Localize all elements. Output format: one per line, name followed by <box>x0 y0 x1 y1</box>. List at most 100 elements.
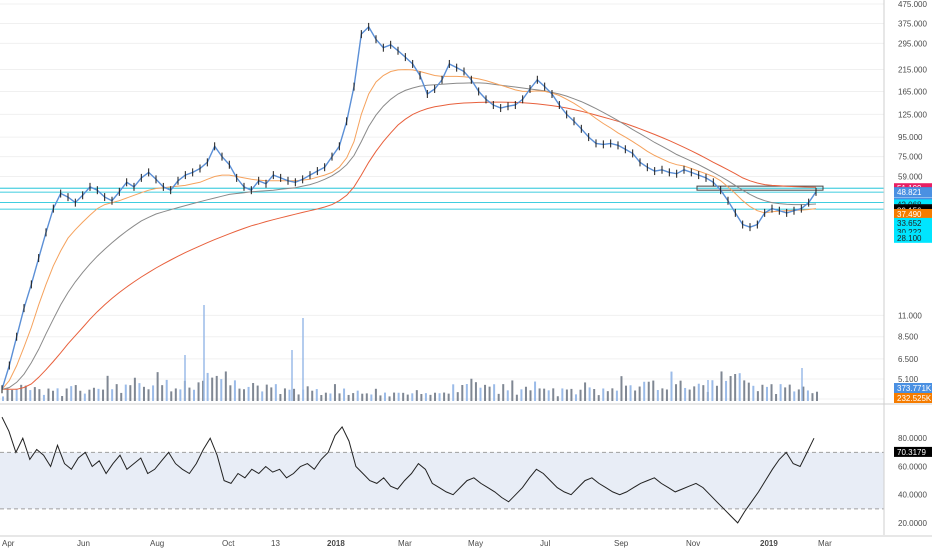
price-tick-label: 75.000 <box>898 153 923 162</box>
volume-bar <box>684 387 687 401</box>
volume-bar <box>597 395 600 401</box>
volume-bar <box>711 380 714 401</box>
volume-bar <box>806 390 809 401</box>
volume-bar <box>747 382 750 401</box>
volume-bar <box>156 372 159 401</box>
price-tick-label: 375.000 <box>898 20 927 29</box>
volume-bar <box>179 389 182 401</box>
volume-bar <box>356 390 359 401</box>
volume-bar <box>142 386 145 401</box>
volume-bar <box>379 395 382 401</box>
time-tick-label: 2019 <box>760 539 778 548</box>
volume-bar <box>129 385 132 401</box>
volume-bar <box>474 382 477 401</box>
volume-bar <box>24 385 27 401</box>
volume-bar <box>656 390 659 401</box>
volume-bar <box>20 384 23 401</box>
volume-bar <box>547 390 550 401</box>
volume-bar <box>638 386 641 401</box>
price-line <box>1 25 817 390</box>
time-tick-label: Jul <box>540 539 550 548</box>
volume-label-box <box>894 383 932 393</box>
volume-bar <box>229 385 232 401</box>
volume-bar <box>165 379 168 401</box>
price-tick-label: 295.000 <box>898 39 927 48</box>
volume-bar <box>729 376 732 401</box>
volume-bar <box>74 385 77 401</box>
volume-bar <box>333 384 336 401</box>
price-label: 30.222 <box>897 228 922 237</box>
volume-bar <box>620 376 623 401</box>
volume-bar <box>584 382 587 401</box>
time-tick-label: Sep <box>614 539 629 548</box>
volume-label: 373.771K <box>897 384 932 393</box>
volume-bar <box>11 389 14 401</box>
volume-bar <box>802 386 805 401</box>
volume-bar <box>402 392 405 401</box>
price-tick-label: 59.000 <box>898 172 923 181</box>
volume-bar <box>161 385 164 401</box>
volume-bar <box>306 386 309 401</box>
volume-bar <box>293 388 296 401</box>
volume-bar <box>211 377 214 401</box>
volume-bar <box>779 384 782 401</box>
volume-bar <box>670 371 673 401</box>
volume-bar <box>2 396 4 401</box>
rsi-current-box <box>894 446 932 457</box>
time-tick-label: 13 <box>271 539 280 548</box>
volume-bar <box>279 394 282 401</box>
volume-bar <box>6 388 9 401</box>
price-series <box>1 22 817 394</box>
volume-bar <box>652 380 655 401</box>
time-tick-label: Mar <box>818 539 832 548</box>
volume-bar <box>88 389 91 401</box>
volume-bar <box>215 375 218 401</box>
time-tick-label: Oct <box>222 539 235 548</box>
time-axis: Apr Jun Aug Oct 13 2018 Mar May Jul Sep Nov 2019 Mar <box>0 535 932 548</box>
volume-bar <box>115 384 118 401</box>
volume-bar <box>465 384 468 401</box>
volume-bar <box>324 392 327 401</box>
volume-bar <box>565 389 568 401</box>
volume-bar <box>256 385 259 401</box>
volume-bar <box>470 378 473 401</box>
volume-bar <box>288 389 291 401</box>
volume-bar <box>243 389 246 401</box>
volume-bar <box>370 394 373 401</box>
volume-bar <box>643 381 646 401</box>
volume-label-box <box>894 393 932 403</box>
volume-bar <box>315 389 318 401</box>
volume-bar <box>693 386 696 401</box>
volume-bar <box>420 394 423 401</box>
volume-bar <box>788 384 791 401</box>
volume-bar <box>197 382 200 401</box>
volume-bar <box>438 393 441 401</box>
volume-bar <box>102 389 105 401</box>
price-label-box <box>894 217 932 228</box>
volume-bar <box>388 396 391 401</box>
volume-bar <box>456 392 459 401</box>
rsi-pane: 80.0000 60.0000 40.0000 20.0000 70.3179 <box>0 416 932 528</box>
rsi-current-label: 70.3179 <box>897 448 926 457</box>
volume-bar <box>56 388 59 401</box>
volume-bar <box>688 389 691 401</box>
price-label-box <box>894 208 932 219</box>
volume-bar <box>679 380 682 401</box>
time-tick-label: Apr <box>2 539 15 548</box>
volume-bar <box>588 387 591 401</box>
price-pane-grid <box>0 3 884 400</box>
volume-bar <box>493 384 496 401</box>
volume-bar <box>174 388 177 401</box>
volume-bar <box>556 396 559 401</box>
volume-bar <box>770 384 773 401</box>
moving-average-line <box>1 69 817 390</box>
volume-bar <box>574 394 577 401</box>
volume-bar <box>361 393 364 401</box>
price-tick-label: 95.000 <box>898 133 923 142</box>
volume-bar <box>811 393 814 401</box>
volume-bar <box>515 394 518 401</box>
volume-bar <box>365 393 368 401</box>
time-tick-label: May <box>468 539 483 548</box>
volume-bar <box>270 387 273 401</box>
